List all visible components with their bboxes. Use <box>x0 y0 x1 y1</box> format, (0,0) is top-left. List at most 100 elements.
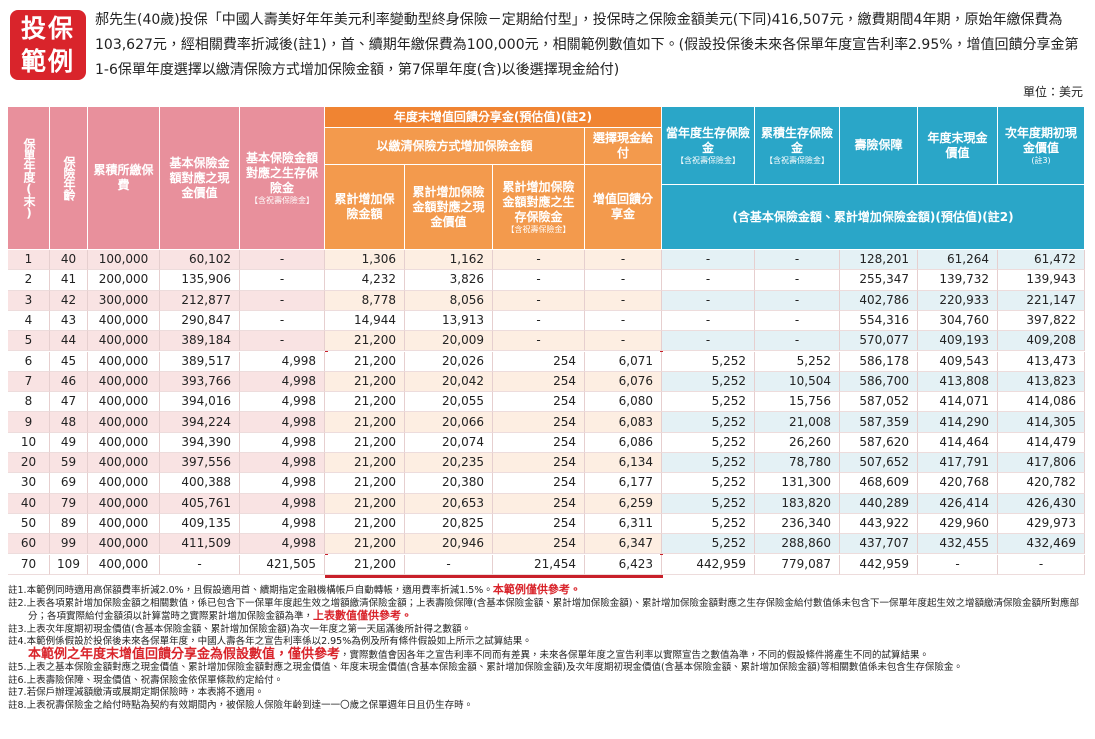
table-cell: - <box>493 270 585 291</box>
table-cell: 61,264 <box>918 250 998 271</box>
table-cell: 21,200 <box>325 392 405 413</box>
column-header: 增值回饋分享金 <box>585 165 662 250</box>
table-cell: 4,998 <box>240 412 325 433</box>
table-cell: 587,052 <box>840 392 918 413</box>
table-cell: 394,224 <box>160 412 240 433</box>
table-cell: 468,609 <box>840 473 918 494</box>
table-cell: 21,200 <box>325 412 405 433</box>
table-cell: 236,340 <box>755 513 840 535</box>
table-cell: 6,177 <box>585 473 662 494</box>
table-cell: 4 <box>8 310 50 332</box>
table-cell: 21,200 <box>325 513 405 535</box>
table-cell: 26,260 <box>755 432 840 453</box>
table-cell: 3 <box>8 290 50 311</box>
table-cell: 21,008 <box>755 412 840 433</box>
table-cell: 254 <box>493 371 585 393</box>
table-cell: 48 <box>50 412 88 433</box>
table-cell: 400,000 <box>88 392 160 413</box>
table-cell: 61,472 <box>998 250 1085 271</box>
table-cell: 10,504 <box>755 371 840 393</box>
table-cell: - <box>160 554 240 575</box>
table-cell: 21,200 <box>325 351 405 372</box>
table-cell: 587,359 <box>840 412 918 433</box>
table-cell: - <box>493 331 585 352</box>
table-cell: 200,000 <box>88 270 160 291</box>
table-cell: 99 <box>50 534 88 555</box>
table-cell: 394,016 <box>160 392 240 413</box>
table-cell: 1 <box>8 250 50 271</box>
subgroup-header: 以繳清保險方式增加保險金額 <box>325 128 585 165</box>
table-cell: 400,000 <box>88 310 160 332</box>
column-note: 【含祝壽保險金】 <box>676 155 740 165</box>
table-cell: 6,134 <box>585 453 662 474</box>
table-cell: 254 <box>493 453 585 474</box>
table-cell: 20,066 <box>405 412 493 433</box>
table-cell: 397,822 <box>998 310 1085 332</box>
column-header: 當年度生存保險金 【含祝壽保險金】 <box>662 107 755 185</box>
table-cell: 50 <box>8 513 50 535</box>
table-cell: 389,517 <box>160 351 240 372</box>
column-header: 保單年度(末) <box>8 107 50 250</box>
table-cell: - <box>493 310 585 332</box>
table-cell: - <box>755 270 840 291</box>
table-cell: - <box>755 310 840 332</box>
column-note: 【含祝壽保險金】 <box>250 195 314 205</box>
table-cell: 779,087 <box>755 554 840 575</box>
table-cell: 70 <box>8 554 50 575</box>
table-cell: 8,778 <box>325 290 405 311</box>
table-cell: 429,960 <box>918 513 998 535</box>
note-text: 註1.本範例同時適用高保額費率折減2.0%，且假設適用首、續期指定金融機構帳戶自… <box>8 585 493 596</box>
unit: 單位：美元 <box>1022 85 1083 99</box>
table-cell: 21,200 <box>325 331 405 352</box>
table-cell: 21,200 <box>325 371 405 393</box>
table-cell: 440,289 <box>840 493 918 514</box>
table-cell: - <box>662 331 755 352</box>
table-cell: 400,388 <box>160 473 240 494</box>
column-label: 保單年度(末) <box>22 137 36 219</box>
table-cell: 400,000 <box>88 473 160 494</box>
table-cell: 413,808 <box>918 371 998 393</box>
table-cell: 442,959 <box>840 554 918 575</box>
column-label: 壽險保障 <box>854 138 903 152</box>
table-cell: 409,543 <box>918 351 998 372</box>
column-label: 年度末現金價值 <box>927 130 988 160</box>
note-text: 註7.若保戶辦理減額繳清或展期定期保險時，本表將不適用。 <box>8 687 265 698</box>
table-cell: 5,252 <box>662 473 755 494</box>
note: 註5.上表之基本保險金額對應之現金價值、累計增加保險金額對應之現金價值、年度末現… <box>8 662 1088 675</box>
table-cell: 414,290 <box>918 412 998 433</box>
note-text: 註4.本範例係假設於投保後未來各保單年度，中國人壽各年之宣告利率係以2.95%為… <box>8 636 532 647</box>
note: 註2.上表各項累計增加保險金額之相關數值，係已包含下一保單年度起生效之增額繳清保… <box>8 598 1088 624</box>
column-note: 【含祝壽保險金】 <box>765 155 829 165</box>
table-cell: - <box>755 250 840 271</box>
table-cell: 400,000 <box>88 493 160 514</box>
table-cell: 437,707 <box>840 534 918 555</box>
table-cell: 220,933 <box>918 290 998 311</box>
column-note: 【含祝壽保險金】 <box>506 224 571 234</box>
table-cell: 6,076 <box>585 371 662 393</box>
table-cell: 6,311 <box>585 513 662 535</box>
column-header: 壽險保障 <box>840 107 918 185</box>
table-cell: 400,000 <box>88 432 160 453</box>
column-label: 基本保險金額對應之生存保險金 <box>245 150 318 195</box>
table-cell: 405,761 <box>160 493 240 514</box>
table-cell: 20,026 <box>405 351 493 372</box>
note-text: ，實際數值會因各年之宣告利率不同而有差異，未來各保單年度之宣告利率以實際宣告之數… <box>340 649 930 661</box>
table-cell: - <box>662 270 755 291</box>
notes: 註1.本範例同時適用高保額費率折減2.0%，且假設適用首、續期指定金融機構帳戶自… <box>8 583 1088 713</box>
table-cell: 4,998 <box>240 371 325 393</box>
note-text: 註5.上表之基本保險金額對應之現金價值、累計增加保險金額對應之現金價值、年度末現… <box>8 662 963 673</box>
note: 註8.上表祝壽保險金之給付時點為契約有效期間內，被保險人保險年齡到達一一〇歲之保… <box>8 700 1088 713</box>
table-cell: 5,252 <box>662 453 755 474</box>
column-header: 基本保險金額對應之現金價值 <box>160 107 240 250</box>
table-cell: 5,252 <box>662 351 755 372</box>
column-header: 累計增加保險金額對應之現金價值 <box>405 165 493 250</box>
table-cell: 2 <box>8 270 50 291</box>
table-cell: 15,756 <box>755 392 840 413</box>
note: 註6.上表壽險保障、現金價值、祝壽保險金依保單條款約定給付。 <box>8 675 1088 688</box>
table-cell: 393,766 <box>160 371 240 393</box>
table-cell: 4,998 <box>240 473 325 494</box>
table-cell: 21,200 <box>325 453 405 474</box>
table-cell: 6,086 <box>585 432 662 453</box>
table-cell: 400,000 <box>88 412 160 433</box>
table-cell: 42 <box>50 290 88 311</box>
